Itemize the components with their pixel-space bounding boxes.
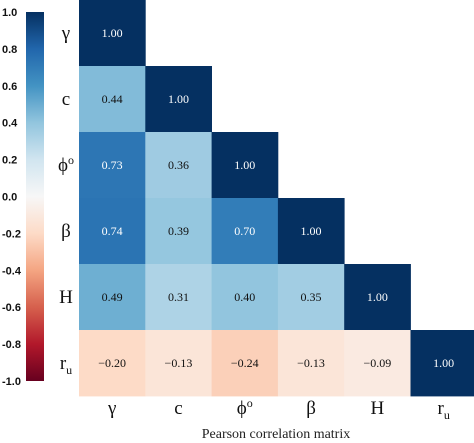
column-label: ru [437, 398, 449, 422]
cell-value-label: 0.44 [102, 92, 123, 106]
heatmap-cell: 1.00 [410, 330, 474, 397]
colorbar-tick-label: 1.0 [2, 7, 17, 19]
cell-value-label: 1.00 [433, 356, 454, 370]
colorbar-gradient [26, 12, 44, 381]
cell-value-label: 0.74 [102, 224, 123, 238]
colorbar-tick-label: 0.6 [2, 81, 17, 93]
colorbar-tick-label: -0.2 [2, 228, 21, 240]
heatmap-cell: 1.00 [344, 264, 411, 331]
cell-value-label: 1.00 [301, 224, 322, 238]
heatmap-cell: 0.44 [79, 66, 146, 133]
colorbar-tick-label: 0.8 [2, 44, 17, 56]
column-label: ϕo [237, 396, 253, 419]
colorbar-tick-label: -0.4 [2, 265, 22, 277]
cell-value-label: 0.39 [168, 224, 189, 238]
heatmap-cell: −0.13 [145, 330, 212, 397]
colorbar-tick-label: -1.0 [2, 376, 21, 388]
heatmap-cell: 0.49 [79, 264, 146, 331]
cell-value-label: −0.20 [98, 356, 126, 370]
heatmap-cells: 1.00 0.44 1.00 0.73 0.36 1.00 0.74 0.39 0.70 1.00… [79, 0, 474, 397]
x-axis-title: Pearson correlation matrix [202, 427, 351, 442]
cell-value-label: 0.36 [168, 158, 189, 172]
cell-value-label: −0.13 [165, 356, 193, 370]
colorbar-tick-label: -0.6 [2, 302, 21, 314]
cell-value-label: 0.31 [168, 290, 189, 304]
colorbar-tick-label: 0.0 [2, 192, 17, 204]
cell-value-label: 1.00 [367, 290, 388, 304]
column-label: γ [107, 398, 116, 419]
heatmap-cell: 0.40 [211, 264, 279, 331]
cell-value-label: 0.73 [102, 158, 123, 172]
heatmap-cell: −0.09 [344, 330, 411, 397]
heatmap-cell: −0.20 [79, 330, 146, 397]
column-label: β [306, 398, 316, 419]
cell-value-label: 0.70 [234, 224, 255, 238]
row-label: ru [60, 353, 72, 377]
cell-value-label: −0.09 [363, 356, 391, 370]
heatmap-cell: 0.73 [79, 132, 146, 199]
heatmap-cell: 0.36 [145, 132, 212, 199]
heatmap-cell: 1.00 [79, 0, 146, 67]
heatmap-cell: 1.00 [145, 66, 212, 133]
heatmap-cell: 1.00 [211, 132, 279, 199]
row-label: γ [61, 23, 70, 44]
cell-value-label: −0.24 [231, 356, 259, 370]
heatmap-cell: −0.13 [277, 330, 345, 397]
colorbar: 1.0 0.8 0.6 0.4 0.2 0.0 -0.2 -0.4 -0.6 -0.8 -1.0 [2, 7, 44, 388]
row-label: c [62, 89, 70, 110]
colorbar-tick-label: -0.8 [2, 339, 21, 351]
cell-value-label: 0.40 [234, 290, 255, 304]
row-label: H [59, 287, 73, 308]
row-label: ϕo [58, 153, 74, 176]
cell-value-label: 1.00 [168, 92, 189, 106]
cell-value-label: 1.00 [234, 158, 255, 172]
heatmap-cell: −0.24 [211, 330, 279, 397]
colorbar-tick-label: 0.4 [2, 118, 18, 130]
heatmap-cell: 1.00 [277, 198, 345, 265]
row-label: β [61, 221, 71, 242]
cell-value-label: 0.35 [301, 290, 322, 304]
heatmap-cell: 0.74 [79, 198, 146, 265]
heatmap-cell: 0.70 [211, 198, 279, 265]
heatmap-cell: 0.35 [277, 264, 345, 331]
heatmap-cell: 0.39 [145, 198, 212, 265]
heatmap-cell: 0.31 [145, 264, 212, 331]
cell-value-label: 1.00 [102, 26, 123, 40]
column-label: c [174, 398, 182, 419]
colorbar-tick-label: 0.2 [2, 155, 17, 167]
column-label: H [370, 398, 384, 419]
cell-value-label: 0.49 [102, 290, 123, 304]
cell-value-label: −0.13 [297, 356, 325, 370]
row-labels: γ c ϕo β Hru [58, 23, 74, 377]
